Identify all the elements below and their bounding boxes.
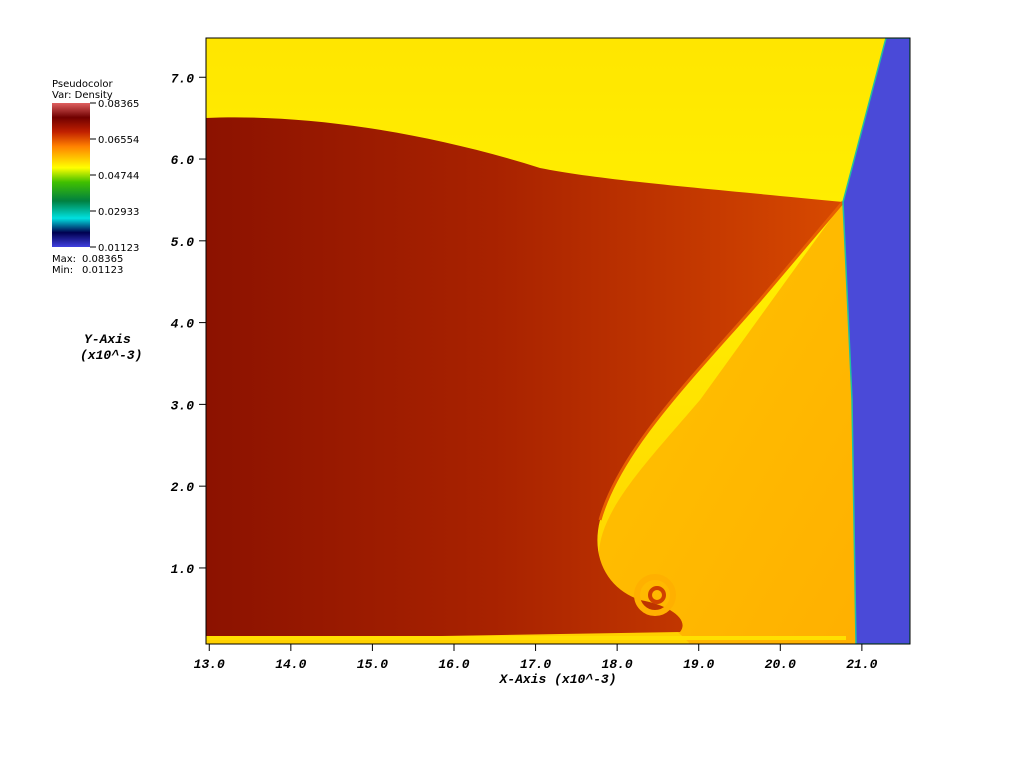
x-tick-label: 20.0 bbox=[765, 657, 796, 672]
x-tick-label: 21.0 bbox=[846, 657, 877, 672]
y-tick-label: 7.0 bbox=[171, 71, 195, 86]
legend-min: 0.01123 bbox=[82, 265, 123, 276]
legend-tick-label: 0.08365 bbox=[98, 99, 139, 110]
x-tick-label: 18.0 bbox=[602, 657, 633, 672]
density-field bbox=[206, 38, 910, 644]
legend-max: 0.08365 bbox=[82, 254, 123, 265]
legend-max-label: Max: bbox=[52, 254, 76, 265]
legend-tick-label: 0.06554 bbox=[98, 135, 139, 146]
x-tick-label: 14.0 bbox=[275, 657, 306, 672]
y-tick-label: 5.0 bbox=[171, 235, 195, 250]
legend-min-label: Min: bbox=[52, 265, 73, 276]
x-axis-label: X-Axis (x10^-3) bbox=[498, 672, 616, 687]
x-tick-label: 17.0 bbox=[520, 657, 551, 672]
y-axis-unit: (x10^-3) bbox=[80, 348, 142, 363]
legend-tick-label: 0.04744 bbox=[98, 171, 139, 182]
legend-variable: Var: Density bbox=[52, 90, 113, 101]
y-tick-label: 6.0 bbox=[171, 153, 195, 168]
y-tick-label: 2.0 bbox=[171, 480, 195, 495]
y-tick-label: 1.0 bbox=[171, 562, 195, 577]
plot-frame bbox=[205, 37, 911, 645]
x-tick-label: 15.0 bbox=[357, 657, 388, 672]
legend-title: Pseudocolor bbox=[52, 79, 114, 90]
y-axis-label: Y-Axis bbox=[84, 332, 131, 347]
color-bar bbox=[52, 103, 90, 247]
y-tick-label: 3.0 bbox=[171, 398, 195, 413]
y-tick-label: 4.0 bbox=[171, 317, 195, 332]
x-tick-label: 16.0 bbox=[438, 657, 469, 672]
x-tick-label: 19.0 bbox=[683, 657, 714, 672]
x-tick-label: 13.0 bbox=[194, 657, 225, 672]
legend-tick-label: 0.02933 bbox=[98, 207, 139, 218]
legend-tick-label: 0.01123 bbox=[98, 243, 139, 254]
